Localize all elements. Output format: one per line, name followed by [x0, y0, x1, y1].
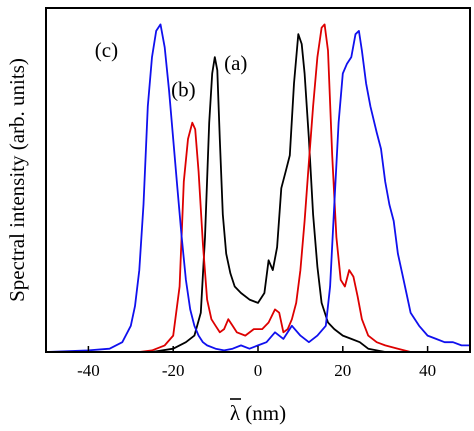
series-line-3 [45, 23, 470, 353]
series-labels: (a) (b) (c) [95, 38, 248, 101]
series-annotation-label: (c) [95, 38, 118, 62]
x-tick-label: -20 [162, 361, 185, 380]
y-axis-title: Spectral intensity (arb. units) [5, 58, 29, 302]
x-tick-label: 40 [419, 361, 436, 380]
series-annotation-label: (b) [171, 77, 196, 101]
series-line-2 [46, 23, 470, 353]
series-annotation-label: (a) [224, 51, 247, 75]
series-line-1 [46, 33, 470, 353]
x-tick-label: 0 [254, 361, 263, 380]
plot-lines [45, 23, 470, 353]
x-tick-label: 20 [334, 361, 351, 380]
x-tick-label: -40 [77, 361, 100, 380]
x-axis-ticks: -40 -20 0 20 40 [77, 346, 436, 380]
x-axis-title: λ (nm) [230, 401, 286, 425]
